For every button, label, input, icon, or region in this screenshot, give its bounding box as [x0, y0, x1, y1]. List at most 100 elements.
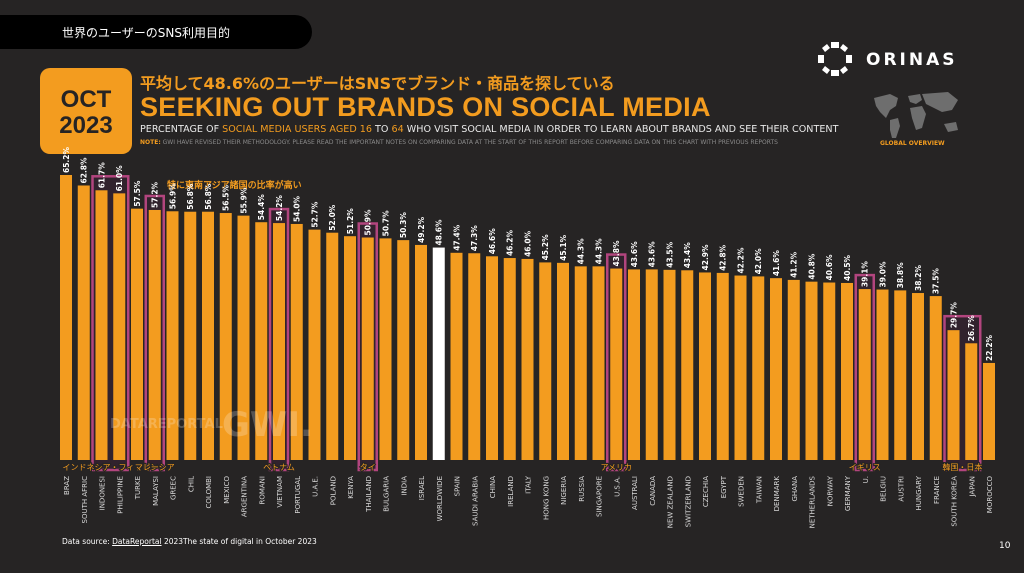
category-label: TAIWAN	[755, 476, 763, 504]
bar-value-label: 38.8%	[896, 262, 905, 289]
category-label: GERMANY	[844, 475, 852, 511]
bar-value-label: 52.0%	[328, 204, 337, 231]
category-label: THAILAND	[365, 476, 373, 513]
category-label: INDIA	[400, 476, 408, 496]
category-label: CZECHIA	[702, 476, 710, 507]
category-label: U.S.A.	[613, 476, 621, 497]
bar	[77, 185, 90, 461]
jp-headline: 平均して48.6%のユーザーはSNSでブランド・商品を探している	[140, 74, 615, 93]
source-suffix: 2023The state of digital in October 2023	[161, 537, 317, 546]
category-label: HUNGARY	[915, 475, 923, 510]
callout-label: イギリス	[849, 463, 881, 472]
bar-value-label: 50.9%	[364, 209, 373, 236]
bar-value-label: 43.4%	[683, 242, 692, 269]
bar-value-label: 43.5%	[666, 241, 675, 268]
bar	[148, 209, 161, 460]
bar	[770, 278, 782, 460]
bar	[645, 269, 658, 460]
category-label: ARGENTINA	[241, 476, 249, 517]
brand-name: ORINAS	[866, 50, 958, 70]
bar-value-label: 44.3%	[595, 238, 604, 265]
bar-value-label: 56.5%	[222, 185, 231, 212]
chart-annotation: 特に東南アジア諸国の比率が高い	[167, 181, 302, 191]
source-link[interactable]: DataReportal	[112, 537, 162, 546]
category-label: NIGERIA	[560, 476, 568, 505]
bar-value-label: 22.2%	[985, 334, 994, 361]
bar-value-label: 42.2%	[737, 247, 746, 274]
source-prefix: Data source:	[62, 537, 113, 546]
bar	[166, 211, 179, 460]
bar-value-label: 41.2%	[790, 251, 799, 278]
subtitle-part2: WHO VISIT SOCIAL MEDIA IN ORDER TO LEARN…	[403, 124, 839, 135]
bar	[983, 362, 995, 460]
bar	[912, 293, 924, 460]
bar	[503, 258, 516, 460]
bar-value-label: 37.5%	[932, 268, 941, 295]
bar-value-label: 48.6%	[435, 219, 444, 246]
category-label: MALAYSI	[152, 476, 160, 506]
bar-value-label: 38.2%	[914, 265, 923, 292]
callout-label: アメリカ	[600, 463, 632, 472]
bar-value-label: 46.0%	[524, 230, 533, 257]
bar	[894, 290, 907, 460]
callout-label: タイ	[360, 463, 376, 472]
bar-value-label: 65.2%	[62, 146, 71, 173]
world-map-icon	[874, 92, 958, 138]
bar	[255, 222, 268, 460]
bar	[344, 236, 356, 460]
bar-value-label: 54.4%	[257, 194, 266, 221]
bar	[663, 269, 676, 460]
bar-value-label: 42.0%	[754, 248, 763, 275]
category-label: COLOMBI	[205, 476, 213, 508]
bar	[876, 289, 889, 460]
bar	[965, 343, 978, 460]
bar-value-label: 51.2%	[346, 208, 355, 235]
chart-title: SEEKING OUT BRANDS ON SOCIAL MEDIA	[140, 92, 711, 122]
bar-value-label: 50.3%	[399, 212, 408, 239]
bar-value-label: 41.6%	[772, 250, 781, 277]
bar	[628, 269, 640, 460]
category-label: SOUTH KOREA	[951, 476, 959, 527]
category-label: CANADA	[649, 476, 657, 506]
bar	[308, 229, 321, 460]
bar	[379, 238, 392, 460]
bar	[539, 262, 552, 460]
callout-label: 韓国・日本	[942, 462, 982, 472]
bar	[273, 223, 285, 460]
bar	[681, 270, 694, 460]
bar-value-label: 26.7%	[967, 315, 976, 342]
bar-value-label: 56.8%	[204, 183, 213, 210]
bar	[60, 175, 72, 460]
bar	[805, 281, 818, 460]
note-text: GWI HAVE REVISED THEIR METHODOLOGY. PLEA…	[162, 139, 778, 146]
bar-value-label: 43.6%	[648, 241, 657, 268]
data-source: Data source: DataReportal 2023The state …	[62, 537, 317, 546]
date-badge: OCT 2023	[40, 68, 132, 154]
category-label: KENYA	[347, 476, 355, 499]
bar-value-label: 52.7%	[311, 201, 320, 228]
category-label: SPAIN	[454, 476, 462, 496]
bar-value-label: 46.2%	[506, 230, 515, 257]
bar-value-label: 40.5%	[843, 254, 852, 281]
bar	[326, 232, 339, 460]
bar	[929, 296, 942, 460]
methodology-note: NOTE: GWI HAVE REVISED THEIR METHODOLOGY…	[140, 139, 778, 146]
orinas-logo-icon	[818, 42, 852, 76]
bar	[823, 282, 836, 460]
badge-month: OCT	[60, 86, 112, 113]
subtitle-age-from: 16	[359, 124, 372, 135]
bar	[592, 266, 605, 460]
category-label: PHILIPPINE	[116, 476, 124, 514]
category-label: POLAND	[329, 476, 337, 505]
bar	[468, 253, 481, 460]
bar-value-label: 46.6%	[488, 228, 497, 255]
category-label: FRANCE	[933, 476, 941, 504]
category-label: JAPAN	[968, 476, 976, 498]
category-label: BELGIU	[880, 476, 888, 502]
bar-value-label: 40.6%	[825, 254, 834, 281]
bar	[947, 330, 960, 460]
category-label: SWITZERLAND	[684, 476, 692, 527]
category-label: EGYPT	[720, 475, 728, 498]
category-label: AUSTRI	[897, 476, 905, 502]
bar-value-label: 44.3%	[577, 238, 586, 265]
